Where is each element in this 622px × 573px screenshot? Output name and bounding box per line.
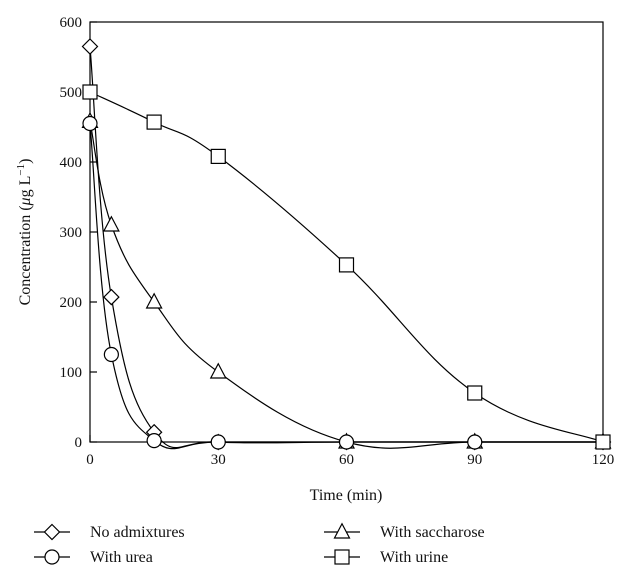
series-diamond bbox=[81, 38, 612, 451]
x-tick-label: 90 bbox=[467, 452, 482, 468]
legend-marker bbox=[43, 523, 61, 541]
legend-marker bbox=[44, 549, 60, 565]
data-point bbox=[103, 288, 120, 306]
data-point bbox=[81, 38, 99, 55]
legend-item: With saccharose bbox=[324, 522, 485, 541]
data-point bbox=[82, 84, 98, 100]
y-axis-label-unit: g L bbox=[17, 176, 34, 198]
x-axis-label: Time (min) bbox=[310, 487, 383, 504]
legend-label: With urine bbox=[380, 549, 448, 566]
y-tick-label: 200 bbox=[60, 295, 83, 311]
data-point bbox=[467, 385, 483, 401]
legend-marker bbox=[334, 549, 350, 565]
legend-marker bbox=[333, 522, 351, 539]
y-tick-label: 300 bbox=[60, 225, 83, 241]
legend-item: With urine bbox=[324, 549, 448, 566]
y-axis-label-suffix: ) bbox=[17, 159, 34, 164]
x-tick-label: 60 bbox=[339, 452, 354, 468]
y-axis-label-mu: μ bbox=[17, 197, 34, 206]
data-point bbox=[102, 215, 120, 232]
y-axis-label-prefix: Concentration ( bbox=[17, 205, 34, 305]
legend-label: With saccharose bbox=[380, 524, 485, 541]
series-layer bbox=[81, 38, 612, 451]
data-point bbox=[82, 115, 98, 132]
y-axis-label: Concentration (μg L−1) bbox=[15, 159, 34, 306]
data-point bbox=[595, 434, 611, 450]
series-line bbox=[89, 46, 603, 449]
series-triangle bbox=[81, 111, 612, 449]
data-point bbox=[338, 434, 355, 450]
data-point bbox=[146, 433, 162, 449]
legend-label: No admixtures bbox=[90, 524, 185, 541]
series-circle bbox=[82, 115, 611, 450]
y-tick-label: 400 bbox=[60, 155, 83, 171]
data-point bbox=[467, 434, 483, 450]
y-tick-label: 100 bbox=[60, 365, 83, 381]
data-point bbox=[210, 434, 226, 450]
data-point bbox=[145, 292, 163, 309]
legend-item: No admixtures bbox=[34, 523, 185, 541]
legend-label: With urea bbox=[90, 549, 153, 566]
legend-item: With urea bbox=[34, 549, 153, 566]
y-axis: 0 100 200 300 400 500 600 bbox=[60, 15, 97, 451]
y-tick-label: 600 bbox=[60, 15, 83, 31]
x-tick-label: 30 bbox=[211, 452, 226, 468]
series-line bbox=[89, 123, 603, 450]
data-point bbox=[210, 148, 226, 164]
data-point bbox=[209, 362, 227, 379]
series-line bbox=[89, 121, 603, 449]
data-point bbox=[146, 114, 162, 130]
data-point bbox=[338, 257, 355, 273]
plot-frame bbox=[89, 21, 604, 443]
series-square bbox=[82, 84, 611, 450]
legend: No admixtures With saccharose With urea Wit… bbox=[34, 522, 485, 566]
y-axis-label-exponent: −1 bbox=[15, 164, 27, 176]
data-point bbox=[103, 346, 119, 363]
x-tick-label: 120 bbox=[592, 452, 615, 468]
y-tick-label: 500 bbox=[60, 85, 83, 101]
x-tick-label: 0 bbox=[86, 452, 94, 468]
y-tick-label: 0 bbox=[75, 435, 83, 451]
